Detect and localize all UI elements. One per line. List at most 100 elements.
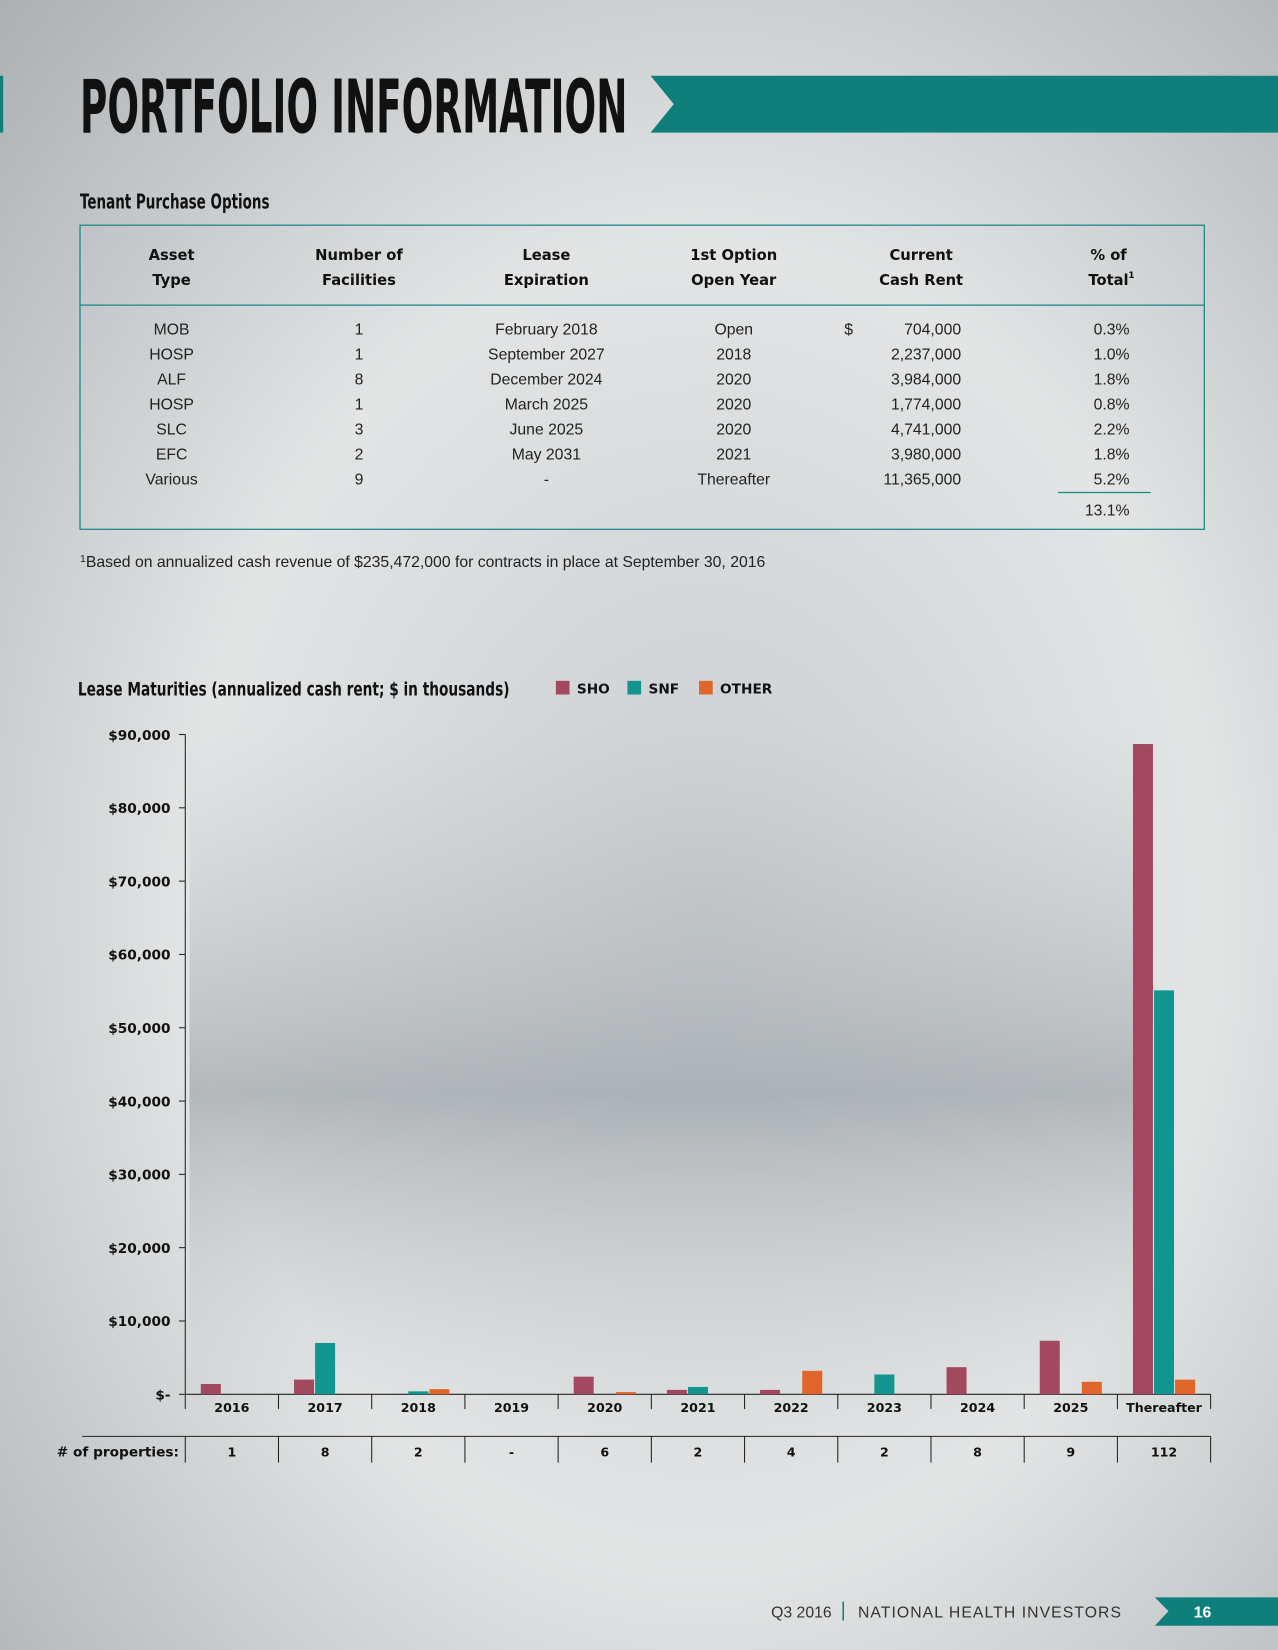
table-cell: 2018 [716, 347, 751, 364]
properties-value: 2 [694, 1444, 703, 1459]
x-tick-label: 2020 [587, 1400, 622, 1415]
footnote-mark: 1 [80, 553, 86, 565]
legend-label: SHO [577, 681, 610, 697]
table-cell: 1,774,000 [891, 396, 961, 413]
page-number: 16 [1194, 1604, 1212, 1621]
table-cell: 2020 [716, 396, 751, 413]
table-cell: 5.2% [1094, 471, 1130, 488]
legend-label: SNF [648, 681, 679, 697]
x-tick-label: 2024 [960, 1400, 995, 1415]
bar [874, 1374, 895, 1395]
table-cell: 704,000 [904, 322, 961, 339]
table-cell: MOB [154, 322, 190, 339]
properties-value: 2 [414, 1444, 423, 1459]
table-cell: May 2031 [512, 446, 581, 463]
table-cell: 3 [355, 421, 364, 438]
y-tick-label: $50,000 [108, 1021, 170, 1037]
properties-value: 8 [321, 1444, 330, 1459]
footer-page-tab [1154, 1597, 1278, 1626]
table-cell: 2020 [716, 421, 751, 438]
properties-value: 4 [787, 1444, 796, 1459]
legend-swatch [555, 680, 570, 695]
bar [1039, 1340, 1060, 1395]
title-banner [650, 75, 1278, 133]
column-header: Expiration [504, 272, 589, 289]
table-cell: 2021 [716, 446, 751, 463]
column-header: Total [1088, 272, 1128, 289]
x-tick-label: 2016 [214, 1400, 249, 1415]
column-header: % of [1090, 247, 1127, 264]
table-cell: HOSP [149, 347, 194, 364]
x-tick-label: 2022 [774, 1400, 809, 1415]
footer-company: NATIONAL HEALTH INVESTORS [858, 1604, 1122, 1621]
table-cell: 4,741,000 [891, 421, 961, 438]
table-frame [79, 224, 1205, 530]
bar [573, 1376, 594, 1395]
y-tick-label: $40,000 [108, 1094, 170, 1110]
table-cell: 0.8% [1094, 396, 1130, 413]
properties-label: # of properties: [57, 1444, 179, 1460]
currency-symbol: $ [844, 322, 853, 339]
table-cell: December 2024 [490, 372, 602, 389]
footer-period: Q3 2016 [771, 1604, 832, 1621]
chart: Lease Maturities (annualized cash rent; … [57, 679, 1212, 1463]
table-cell: 3,980,000 [891, 446, 961, 463]
table-cell: 3,984,000 [891, 372, 961, 389]
bar [315, 1342, 336, 1395]
column-header: Open Year [691, 272, 777, 289]
y-tick-label: $20,000 [108, 1241, 170, 1257]
header-note-mark: 1 [1129, 270, 1135, 280]
x-tick-label: Thereafter [1126, 1400, 1203, 1415]
table-cell: 1 [355, 347, 364, 364]
section-title: Tenant Purchase Options [80, 189, 269, 213]
bar [1081, 1381, 1102, 1395]
legend-swatch [699, 680, 713, 695]
table-cell: SLC [156, 421, 187, 438]
column-header: Cash Rent [879, 272, 963, 289]
properties-value: 8 [973, 1444, 982, 1459]
bar [666, 1389, 687, 1395]
column-header: Lease [522, 247, 570, 264]
bar [946, 1367, 967, 1395]
table-cell: EFC [156, 446, 188, 463]
table-cell: Various [145, 471, 197, 488]
column-header: Asset [149, 247, 195, 264]
y-tick-label: $70,000 [108, 874, 170, 890]
bar [760, 1389, 781, 1395]
page-title: PORTFOLIO INFORMATION [80, 66, 627, 151]
properties-value: 2 [880, 1444, 889, 1459]
bar [408, 1391, 429, 1395]
y-tick-label: $60,000 [108, 948, 170, 964]
bar [429, 1389, 450, 1395]
bar [1132, 744, 1153, 1395]
properties-value: 6 [600, 1444, 609, 1459]
table-cell: 0.3% [1094, 322, 1130, 339]
column-header: Number of [315, 247, 403, 264]
bar [200, 1384, 221, 1395]
footnote-text: Based on annualized cash revenue of $235… [86, 554, 766, 571]
table-cell: June 2025 [510, 421, 584, 438]
legend-label: OTHER [720, 681, 773, 697]
bar [802, 1370, 823, 1395]
column-header: Facilities [322, 272, 396, 289]
table-cell: 1 [355, 396, 364, 413]
x-tick-label: 2019 [494, 1400, 529, 1415]
column-header: Type [152, 272, 190, 289]
background-photo [189, 726, 1137, 1463]
table-cell: Open [714, 322, 753, 339]
y-tick-label: $- [155, 1388, 170, 1404]
table-cell: 1.8% [1094, 372, 1130, 389]
bar [1154, 990, 1175, 1395]
table-cell: 2,237,000 [891, 347, 961, 364]
bar [1175, 1379, 1196, 1395]
table-cell: - [544, 471, 549, 488]
properties-value: - [509, 1444, 514, 1459]
bar [294, 1379, 315, 1395]
y-tick-label: $30,000 [108, 1168, 170, 1184]
bar [687, 1386, 708, 1395]
x-tick-label: 2017 [308, 1400, 343, 1415]
table-cell: Thereafter [697, 471, 770, 488]
table-cell: 1.0% [1094, 347, 1130, 364]
table-cell: 11,365,000 [883, 471, 961, 488]
